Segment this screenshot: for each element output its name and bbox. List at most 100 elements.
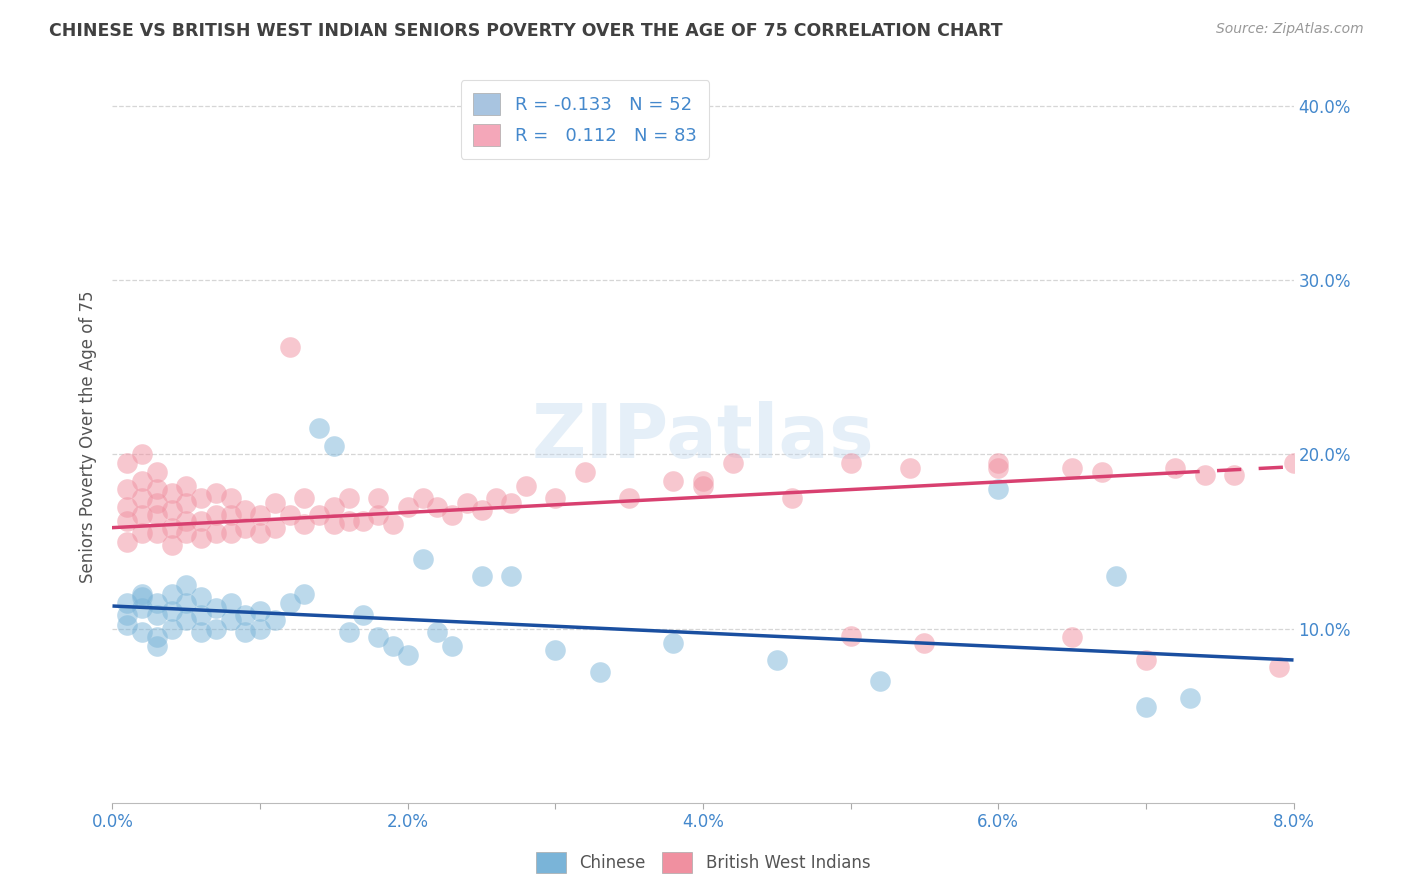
- Point: [160, 538, 183, 552]
- Text: CHINESE VS BRITISH WEST INDIAN SENIORS POVERTY OVER THE AGE OF 75 CORRELATION CH: CHINESE VS BRITISH WEST INDIAN SENIORS P…: [49, 22, 1002, 40]
- Point: [574, 465, 596, 479]
- Point: [662, 635, 685, 649]
- Point: [1164, 461, 1187, 475]
- Point: [412, 491, 434, 505]
- Point: [131, 525, 153, 540]
- Point: [146, 631, 169, 645]
- Point: [1194, 468, 1216, 483]
- Point: [249, 622, 271, 636]
- Point: [117, 607, 138, 622]
- Point: [501, 496, 523, 510]
- Point: [233, 521, 256, 535]
- Point: [160, 604, 183, 618]
- Point: [1282, 456, 1305, 470]
- Point: [190, 607, 212, 622]
- Legend: R = -0.133   N = 52, R =   0.112   N = 83: R = -0.133 N = 52, R = 0.112 N = 83: [461, 80, 709, 159]
- Point: [131, 625, 153, 640]
- Point: [190, 625, 212, 640]
- Point: [1091, 465, 1114, 479]
- Point: [174, 578, 197, 592]
- Point: [382, 517, 405, 532]
- Point: [219, 525, 242, 540]
- Point: [337, 514, 360, 528]
- Point: [117, 456, 138, 470]
- Point: [337, 625, 360, 640]
- Point: [219, 491, 242, 505]
- Point: [219, 613, 242, 627]
- Point: [174, 496, 197, 510]
- Point: [233, 503, 256, 517]
- Point: [146, 496, 169, 510]
- Point: [233, 607, 256, 622]
- Point: [869, 673, 891, 688]
- Point: [264, 521, 287, 535]
- Point: [426, 625, 449, 640]
- Point: [352, 514, 374, 528]
- Point: [131, 600, 153, 615]
- Point: [396, 648, 419, 662]
- Point: [308, 508, 330, 523]
- Point: [205, 622, 228, 636]
- Point: [1062, 631, 1084, 645]
- Point: [441, 508, 464, 523]
- Point: [1062, 461, 1084, 475]
- Point: [501, 569, 523, 583]
- Point: [205, 508, 228, 523]
- Point: [692, 474, 714, 488]
- Point: [131, 448, 153, 462]
- Text: Source: ZipAtlas.com: Source: ZipAtlas.com: [1216, 22, 1364, 37]
- Point: [1135, 653, 1157, 667]
- Point: [278, 339, 301, 353]
- Point: [544, 642, 567, 657]
- Point: [412, 552, 434, 566]
- Point: [264, 496, 287, 510]
- Point: [219, 508, 242, 523]
- Point: [117, 534, 138, 549]
- Point: [292, 491, 315, 505]
- Point: [987, 461, 1010, 475]
- Point: [619, 491, 641, 505]
- Point: [367, 508, 389, 523]
- Point: [117, 514, 138, 528]
- Point: [721, 456, 744, 470]
- Point: [131, 587, 153, 601]
- Point: [190, 531, 212, 545]
- Point: [174, 613, 197, 627]
- Text: ZIPatlas: ZIPatlas: [531, 401, 875, 474]
- Point: [205, 600, 228, 615]
- Point: [471, 503, 494, 517]
- Point: [544, 491, 567, 505]
- Point: [205, 525, 228, 540]
- Point: [1105, 569, 1128, 583]
- Point: [898, 461, 921, 475]
- Point: [174, 479, 197, 493]
- Point: [160, 503, 183, 517]
- Point: [249, 604, 271, 618]
- Point: [987, 483, 1010, 497]
- Point: [174, 595, 197, 609]
- Point: [117, 483, 138, 497]
- Point: [146, 639, 169, 653]
- Point: [174, 514, 197, 528]
- Point: [426, 500, 449, 514]
- Point: [292, 517, 315, 532]
- Point: [146, 595, 169, 609]
- Point: [131, 508, 153, 523]
- Point: [308, 421, 330, 435]
- Point: [839, 456, 862, 470]
- Legend: Chinese, British West Indians: Chinese, British West Indians: [529, 846, 877, 880]
- Point: [456, 496, 478, 510]
- Point: [146, 508, 169, 523]
- Point: [190, 514, 212, 528]
- Point: [588, 665, 610, 680]
- Point: [765, 653, 787, 667]
- Point: [323, 500, 346, 514]
- Point: [1135, 700, 1157, 714]
- Point: [780, 491, 803, 505]
- Point: [1223, 468, 1246, 483]
- Point: [205, 485, 228, 500]
- Point: [323, 439, 346, 453]
- Point: [692, 479, 714, 493]
- Point: [292, 587, 315, 601]
- Point: [471, 569, 494, 583]
